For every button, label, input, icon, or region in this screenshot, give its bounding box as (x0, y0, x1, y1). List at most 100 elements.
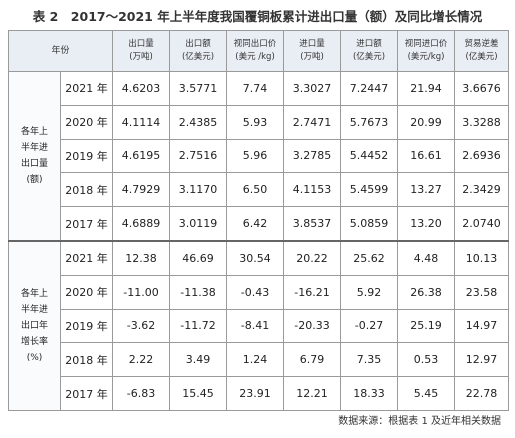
value-cell: 3.8537 (283, 206, 342, 242)
value-cell: -11.00 (112, 274, 171, 310)
year-column-header: 年份 (7, 30, 114, 72)
value-cell: 20.22 (283, 239, 342, 276)
value-cell: 7.35 (340, 342, 399, 378)
column-header: 视同进口价 (美元/kg) (397, 30, 456, 72)
year-cell: 2020 年 (59, 104, 114, 140)
value-cell: 2.0740 (454, 206, 510, 242)
value-cell: 5.0859 (340, 206, 399, 242)
table-row: 2019 年 -3.62 -11.72 -8.41 -20.33 -0.27 25.19 14… (9, 308, 510, 344)
value-cell: -0.43 (226, 274, 285, 310)
value-cell: 6.42 (226, 206, 285, 242)
value-cell: 23.91 (226, 376, 285, 411)
table-row: 2019 年 4.6195 2.7516 5.96 3.2785 5.4452 16.61 2… (9, 138, 510, 174)
value-cell: 2.3429 (454, 172, 510, 208)
value-cell: 5.4452 (340, 138, 399, 174)
column-header: 出口额 (亿美元) (169, 30, 228, 72)
year-cell: 2019 年 (59, 138, 114, 174)
value-cell: 10.13 (454, 239, 510, 276)
column-header: 进口量 (万吨) (283, 30, 342, 72)
value-cell: 6.50 (226, 172, 285, 208)
value-cell: 3.2785 (283, 138, 342, 174)
value-cell: 23.58 (454, 274, 510, 310)
value-cell: 2.22 (112, 342, 171, 378)
value-cell: 46.69 (169, 239, 228, 276)
value-cell: -16.21 (283, 274, 342, 310)
value-cell: 26.38 (397, 274, 456, 310)
value-cell: -11.72 (169, 308, 228, 344)
value-cell: 5.92 (340, 274, 399, 310)
value-cell: -20.33 (283, 308, 342, 344)
year-cell: 2018 年 (59, 342, 114, 378)
header-row: 年份 出口量 (万吨) 出口额 (亿美元) 视同出口价 (美元 /kg) 进口量 (万吨) 进口… (7, 30, 510, 72)
table-row: 2018 年 4.7929 3.1170 6.50 4.1153 5.4599 13.27 2… (9, 172, 510, 208)
value-cell: 3.5771 (169, 71, 228, 106)
table-title: 表 2 2017～2021 年上半年度我国覆铜板累计进出口量（额）及同比增长情况 (32, 9, 483, 24)
value-cell: 2.4385 (169, 104, 228, 140)
value-cell: -6.83 (112, 376, 171, 411)
section-label: 各年上 半年进 出口年 增长率 (%) (8, 239, 61, 411)
year-cell: 2020 年 (59, 274, 114, 310)
value-cell: -3.62 (112, 308, 171, 344)
value-cell: 21.94 (397, 71, 456, 106)
value-cell: 2.7471 (283, 104, 342, 140)
value-cell: -0.27 (340, 308, 399, 344)
table-row: 2020 年 4.1114 2.4385 5.93 2.7471 5.7673 20.99 3… (9, 104, 510, 140)
column-header: 出口量 (万吨) (112, 30, 171, 72)
value-cell: 6.79 (283, 342, 342, 378)
value-cell: 3.6676 (454, 71, 510, 106)
data-source-note: 数据来源：根据表 1 及近年相关数据 (338, 416, 501, 427)
value-cell: 5.93 (226, 104, 285, 140)
value-cell: 12.97 (454, 342, 510, 378)
value-cell: 18.33 (340, 376, 399, 411)
value-cell: 25.62 (340, 239, 399, 276)
table-row: 2018 年 2.22 3.49 1.24 6.79 7.35 0.53 12.97 (9, 342, 510, 378)
value-cell: 4.1114 (112, 104, 171, 140)
value-cell: -11.38 (169, 274, 228, 310)
section-label: 各年上 半年进 出口量 (额) (8, 70, 61, 242)
column-header: 贸易逆差 (亿美元) (454, 30, 510, 72)
year-cell: 2017 年 (59, 206, 114, 242)
value-cell: 20.99 (397, 104, 456, 140)
value-cell: 3.49 (169, 342, 228, 378)
column-header: 视同出口价 (美元 /kg) (226, 30, 285, 72)
year-cell: 2021 年 (59, 71, 114, 106)
value-cell: -8.41 (226, 308, 285, 344)
value-cell: 15.45 (169, 376, 228, 411)
value-cell: 22.78 (454, 376, 510, 411)
table-row: 2017 年 -6.83 15.45 23.91 12.21 18.33 5.45 22.78 (9, 376, 510, 411)
value-cell: 4.1153 (283, 172, 342, 208)
year-cell: 2018 年 (59, 172, 114, 208)
value-cell: 16.61 (397, 138, 456, 174)
value-cell: 4.7929 (112, 172, 171, 208)
value-cell: 25.19 (397, 308, 456, 344)
trade-table: 年份 出口量 (万吨) 出口额 (亿美元) 视同出口价 (美元 /kg) 进口量 (万吨) 进口… (7, 30, 510, 411)
table-row: 各年上 半年进 出口年 增长率 (%) 2021 年 12.38 46.69 30.54 20.2… (8, 239, 510, 411)
value-cell: 30.54 (226, 239, 285, 276)
value-cell: 4.48 (397, 239, 456, 276)
year-cell: 2019 年 (59, 308, 114, 344)
table-row: 2020 年 -11.00 -11.38 -0.43 -16.21 5.92 26.38 23… (9, 274, 510, 310)
value-cell: 5.96 (226, 138, 285, 174)
value-cell: 1.24 (226, 342, 285, 378)
value-cell: 7.2447 (340, 71, 399, 106)
value-cell: 5.45 (397, 376, 456, 411)
value-cell: 12.38 (112, 239, 171, 276)
year-cell: 2017 年 (59, 376, 114, 411)
value-cell: 2.6936 (454, 138, 510, 174)
value-cell: 4.6203 (112, 71, 171, 106)
value-cell: 5.4599 (340, 172, 399, 208)
value-cell: 4.6195 (112, 138, 171, 174)
value-cell: 13.27 (397, 172, 456, 208)
value-cell: 3.3027 (283, 71, 342, 106)
year-cell: 2021 年 (59, 239, 114, 276)
value-cell: 7.74 (226, 71, 285, 106)
table-row: 2017 年 4.6889 3.0119 6.42 3.8537 5.0859 13.20 2… (9, 206, 510, 242)
value-cell: 14.97 (454, 308, 510, 344)
value-cell: 2.7516 (169, 138, 228, 174)
value-cell: 5.7673 (340, 104, 399, 140)
value-cell: 0.53 (397, 342, 456, 378)
value-cell: 3.1170 (169, 172, 228, 208)
value-cell: 4.6889 (112, 206, 171, 242)
value-cell: 12.21 (283, 376, 342, 411)
value-cell: 13.20 (397, 206, 456, 242)
